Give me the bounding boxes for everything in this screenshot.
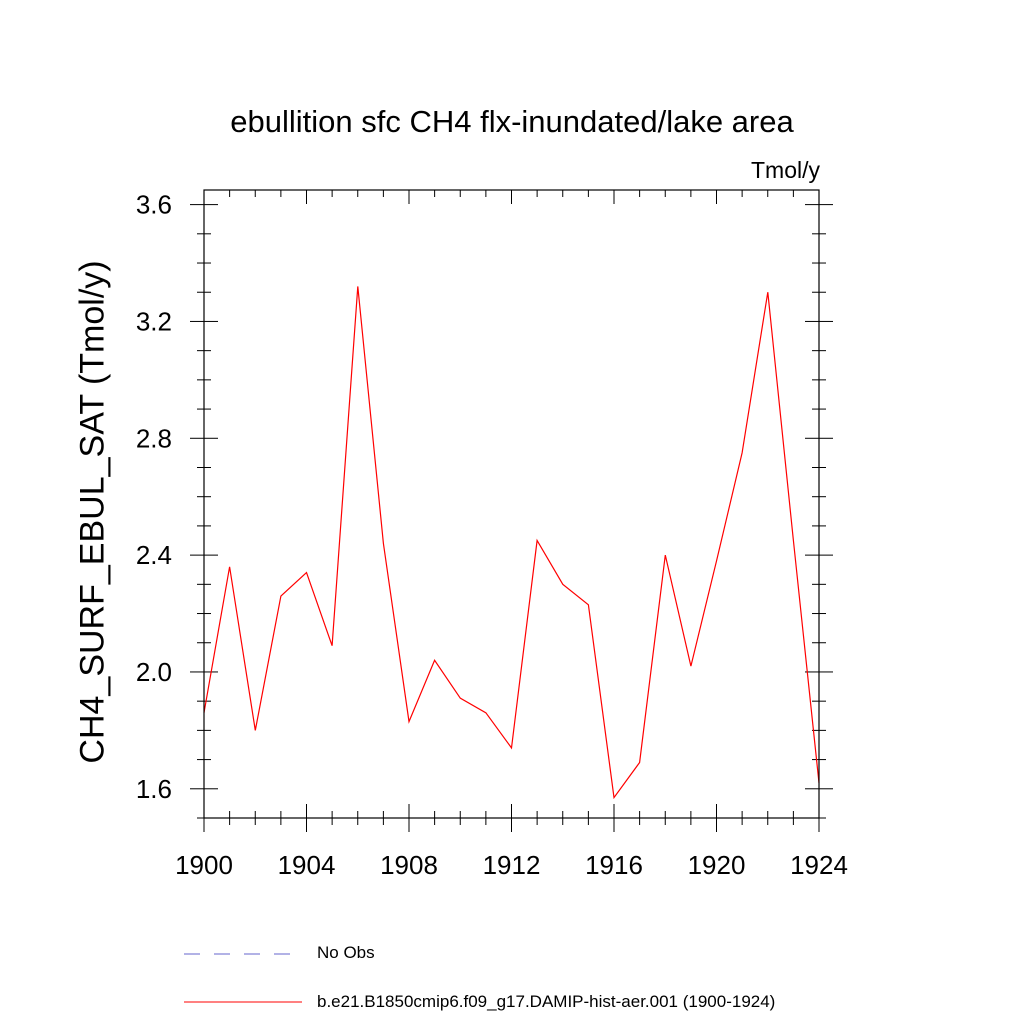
y-axis-label: CH4_SURF_EBUL_SAT (Tmol/y) (73, 260, 112, 764)
units-label: Tmol/y (751, 157, 820, 183)
x-tick-label-1900: 1900 (175, 850, 233, 880)
legend-label-model-run: b.e21.B1850cmip6.f09_g17.DAMIP-hist-aer.… (317, 992, 776, 1011)
plot-frame (203, 189, 820, 819)
legend-lines (184, 953, 302, 1003)
tick-labels: 1900 1904 1908 1912 1916 1920 1924 1.6 2.0 2.4 2.8… (136, 190, 848, 880)
x-tick-label-1912: 1912 (483, 850, 541, 880)
series-layer (203, 286, 820, 800)
x-tick-label-1924: 1924 (790, 850, 848, 880)
major-ticks (190, 190, 833, 832)
legend-label-no-obs: No Obs (317, 943, 375, 962)
y-tick-label-2.0: 2.0 (136, 657, 172, 687)
y-tick-label-1.6: 1.6 (136, 774, 172, 804)
y-tick-label-3.2: 3.2 (136, 306, 172, 336)
x-tick-label-1920: 1920 (688, 850, 746, 880)
x-tick-label-1916: 1916 (585, 850, 643, 880)
x-tick-label-1904: 1904 (278, 850, 336, 880)
chart-title: ebullition sfc CH4 flx-inundated/lake ar… (230, 104, 794, 139)
y-tick-label-2.4: 2.4 (136, 540, 172, 570)
x-tick-label-1908: 1908 (380, 850, 438, 880)
minor-ticks (197, 190, 826, 825)
y-tick-label-2.8: 2.8 (136, 423, 172, 453)
series-line-0 (203, 286, 820, 800)
y-tick-label-3.6: 3.6 (136, 190, 172, 220)
